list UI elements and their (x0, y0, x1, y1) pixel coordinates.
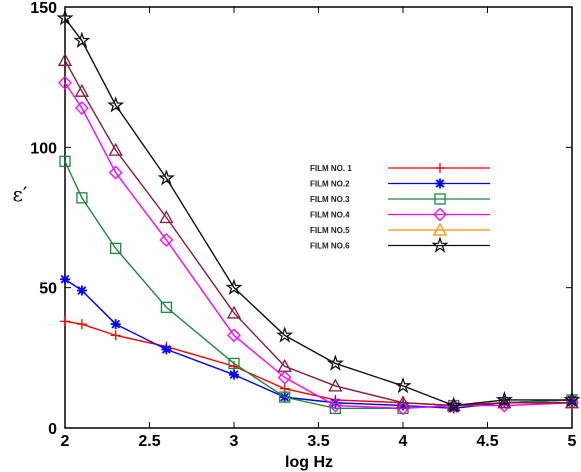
data-point (110, 330, 121, 341)
legend-entry-2: FILM NO.2 (310, 178, 490, 189)
data-point (108, 142, 123, 156)
x-tick-label: 3 (230, 433, 239, 450)
series-line-6 (64, 17, 572, 407)
legend-marker (434, 193, 446, 205)
data-point (326, 354, 344, 371)
data-point (279, 391, 291, 403)
data-point (328, 378, 343, 392)
data-point (159, 233, 174, 247)
series-line-1 (64, 320, 573, 407)
legend-label: FILM NO. 1 (310, 164, 352, 173)
data-point (73, 31, 91, 48)
data-point (157, 169, 175, 186)
data-point (110, 242, 122, 255)
x-tick-label: 2 (61, 433, 70, 450)
data-point (276, 326, 294, 343)
data-point (394, 376, 412, 394)
data-point (565, 395, 579, 410)
y-tick-label: 50 (39, 281, 57, 298)
legend-entry-3: FILM NO.3 (310, 193, 490, 205)
legend-label: FILM NO.4 (310, 211, 350, 220)
data-point (57, 52, 73, 66)
legend-entry-5: FILM NO.5 (310, 222, 490, 236)
series-2 (60, 274, 577, 414)
data-point (398, 400, 408, 411)
data-point (74, 101, 89, 115)
data-point (225, 278, 243, 295)
legend-entry-1: FILM NO. 1 (310, 163, 490, 173)
series-line-5 (64, 59, 572, 407)
x-axis-title: log Hz (285, 454, 333, 471)
data-point (107, 96, 125, 113)
data-point (228, 357, 240, 370)
data-point (60, 316, 70, 327)
legend-label: FILM NO.5 (310, 226, 350, 235)
data-point (108, 165, 123, 180)
data-point (160, 301, 173, 313)
series-line-4 (64, 82, 573, 410)
legend-marker (431, 236, 449, 253)
y-axis-title: ε′ (13, 182, 28, 206)
y-tick-label: 100 (30, 140, 57, 157)
series-layer (56, 9, 581, 416)
data-point (227, 328, 241, 343)
legend: FILM NO. 1 FILM NO.2 FILM NO.3 FILM NO.4 FIL… (310, 163, 490, 253)
legend-label: FILM NO.6 (310, 242, 350, 251)
legend-marker (433, 207, 447, 222)
legend-entry-6: FILM NO.6 (310, 236, 490, 253)
x-tick-label: 5 (568, 433, 577, 450)
x-tick-label: 4 (399, 433, 408, 450)
data-point (60, 274, 70, 285)
data-point (277, 358, 292, 372)
data-point (76, 319, 87, 330)
data-point (76, 192, 88, 204)
x-tick-label: 3.5 (307, 433, 329, 450)
x-tick-label: 2.5 (138, 433, 160, 450)
data-point (76, 285, 87, 296)
series-line-2 (64, 278, 573, 410)
data-point (445, 396, 463, 413)
x-tick-label: 4.5 (476, 433, 498, 450)
data-point (159, 210, 174, 224)
y-tick-label: 0 (48, 421, 57, 438)
data-point (328, 398, 343, 413)
data-point (563, 390, 581, 408)
series-6 (56, 9, 581, 413)
legend-label: FILM NO.2 (310, 180, 350, 189)
legend-entry-4: FILM NO.4 (310, 207, 490, 222)
data-point (59, 155, 71, 168)
data-point (58, 75, 72, 90)
data-point (277, 370, 292, 385)
data-point (226, 305, 242, 319)
data-point (229, 369, 239, 380)
y-tick-label: 150 (30, 0, 57, 17)
legend-label: FILM NO.3 (310, 195, 350, 204)
data-point (396, 401, 410, 416)
data-point (395, 395, 411, 409)
data-point (329, 402, 342, 415)
data-point (495, 390, 513, 408)
legend-marker (435, 163, 445, 173)
data-point (56, 9, 74, 26)
data-point (74, 83, 89, 97)
legend-marker (432, 222, 448, 236)
data-point (161, 344, 172, 355)
data-point (110, 319, 121, 330)
legend-marker (435, 178, 445, 189)
